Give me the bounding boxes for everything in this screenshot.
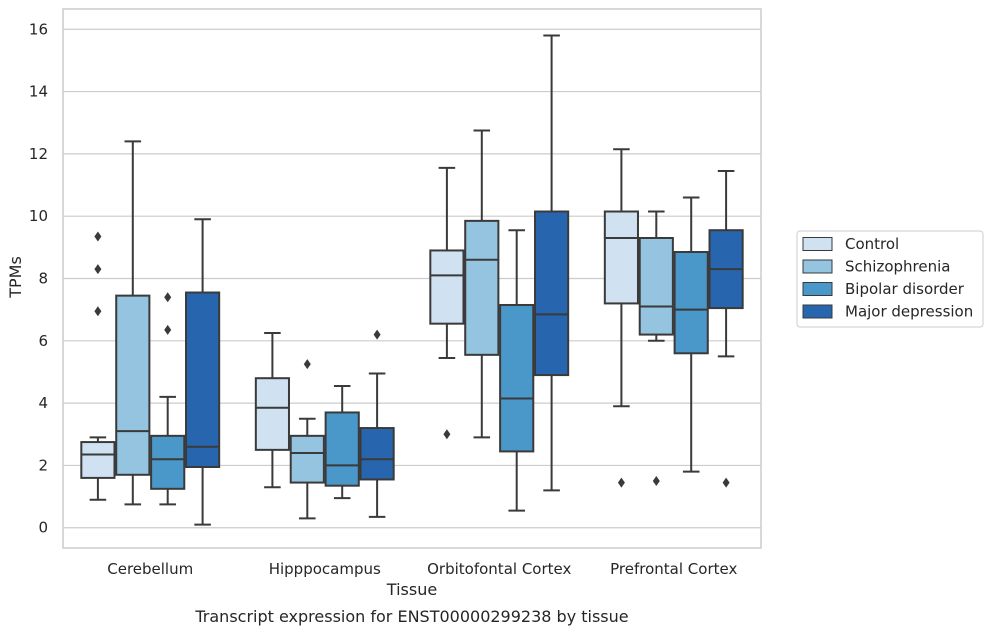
box-1: [185, 218, 221, 526]
legend-swatch: [802, 259, 833, 274]
outlier-point: [373, 329, 381, 340]
y-tick-label-2: 2: [38, 456, 48, 474]
box-body: [638, 236, 674, 336]
box-1: [115, 140, 151, 506]
box-body: [115, 294, 151, 476]
box-body: [80, 441, 116, 479]
box-2: [324, 384, 360, 500]
outlier-point: [722, 477, 730, 488]
box-2: [359, 329, 395, 518]
legend-frame: [796, 230, 984, 328]
legend-entry-2: Schizophrenia: [802, 258, 950, 276]
legend-entry-4: Major depression: [802, 303, 973, 321]
y-tick-label-6: 6: [38, 332, 48, 350]
legend-label: Bipolar disorder: [845, 280, 965, 298]
box-body: [429, 249, 465, 325]
outlier-point: [164, 292, 172, 303]
box-3: [499, 229, 535, 512]
x-tick-label-1: Cerebellum: [107, 560, 193, 578]
box-4: [708, 170, 744, 488]
y-tick-label-10: 10: [29, 207, 48, 225]
outlier-point: [652, 476, 660, 487]
series-schizophrenia: [115, 129, 674, 520]
legend-label: Schizophrenia: [845, 258, 950, 276]
x-tick-label-4: Prefrontal Cortex: [610, 560, 737, 578]
box-body: [289, 434, 325, 484]
outlier-point: [94, 264, 102, 275]
legend: Control Schizophrenia Bipolar disorder Majo…: [796, 230, 984, 328]
series-control: [80, 148, 639, 501]
y-tick-label-14: 14: [29, 83, 48, 101]
y-tick-label-12: 12: [29, 145, 48, 163]
box-1: [150, 292, 186, 506]
box-body: [150, 434, 186, 490]
legend-label: Major depression: [845, 303, 973, 321]
series-major-depression: [185, 34, 744, 526]
legend-swatch: [802, 237, 833, 251]
y-tick-label-4: 4: [38, 394, 48, 412]
box-4: [673, 196, 709, 473]
box-body: [464, 219, 500, 356]
box-1: [80, 231, 116, 501]
box-3: [534, 34, 570, 492]
y-axis-label: TPMs: [6, 256, 25, 299]
outlier-point: [443, 429, 451, 440]
chart-caption: Transcript expression for ENST0000029923…: [194, 607, 628, 626]
legend-label: Control: [845, 235, 899, 253]
outlier-point: [617, 477, 625, 488]
box-body: [499, 303, 535, 453]
outlier-point: [303, 359, 311, 370]
outlier-point: [94, 231, 102, 242]
legend-entry-3: Bipolar disorder: [802, 280, 965, 298]
legend-swatch: [802, 282, 833, 296]
box-3: [464, 129, 500, 439]
box-2: [289, 359, 325, 520]
box-series: [80, 34, 744, 526]
outlier-point: [164, 324, 172, 335]
y-tick-labels: 0 2 4 6 8 10 12 14 16: [29, 20, 48, 536]
box-body: [359, 427, 395, 481]
box-2: [254, 332, 290, 489]
box-body: [673, 251, 709, 355]
box-4: [603, 148, 639, 488]
box-body: [603, 210, 639, 305]
y-tick-label-16: 16: [29, 20, 48, 38]
box-3: [429, 166, 465, 440]
box-body: [534, 210, 570, 377]
y-tick-label-8: 8: [38, 270, 48, 288]
box-body: [324, 411, 360, 487]
x-tick-label-2: Hipppocampus: [269, 560, 381, 578]
y-tick-label-0: 0: [38, 519, 48, 537]
x-tick-label-3: Orbitofontal Cortex: [427, 560, 571, 578]
plot-frame: [62, 8, 762, 549]
legend-entry-1: Control: [802, 235, 899, 253]
x-axis-label: Tissue: [386, 580, 437, 599]
legend-swatch: [802, 304, 833, 319]
box-body: [254, 377, 290, 451]
outlier-point: [94, 306, 102, 317]
x-tick-labels: Cerebellum Hipppocampus Orbitofontal Corte…: [107, 560, 737, 578]
box-4: [638, 210, 674, 487]
box-body: [185, 291, 221, 468]
series-bipolar-disorder: [150, 196, 709, 512]
